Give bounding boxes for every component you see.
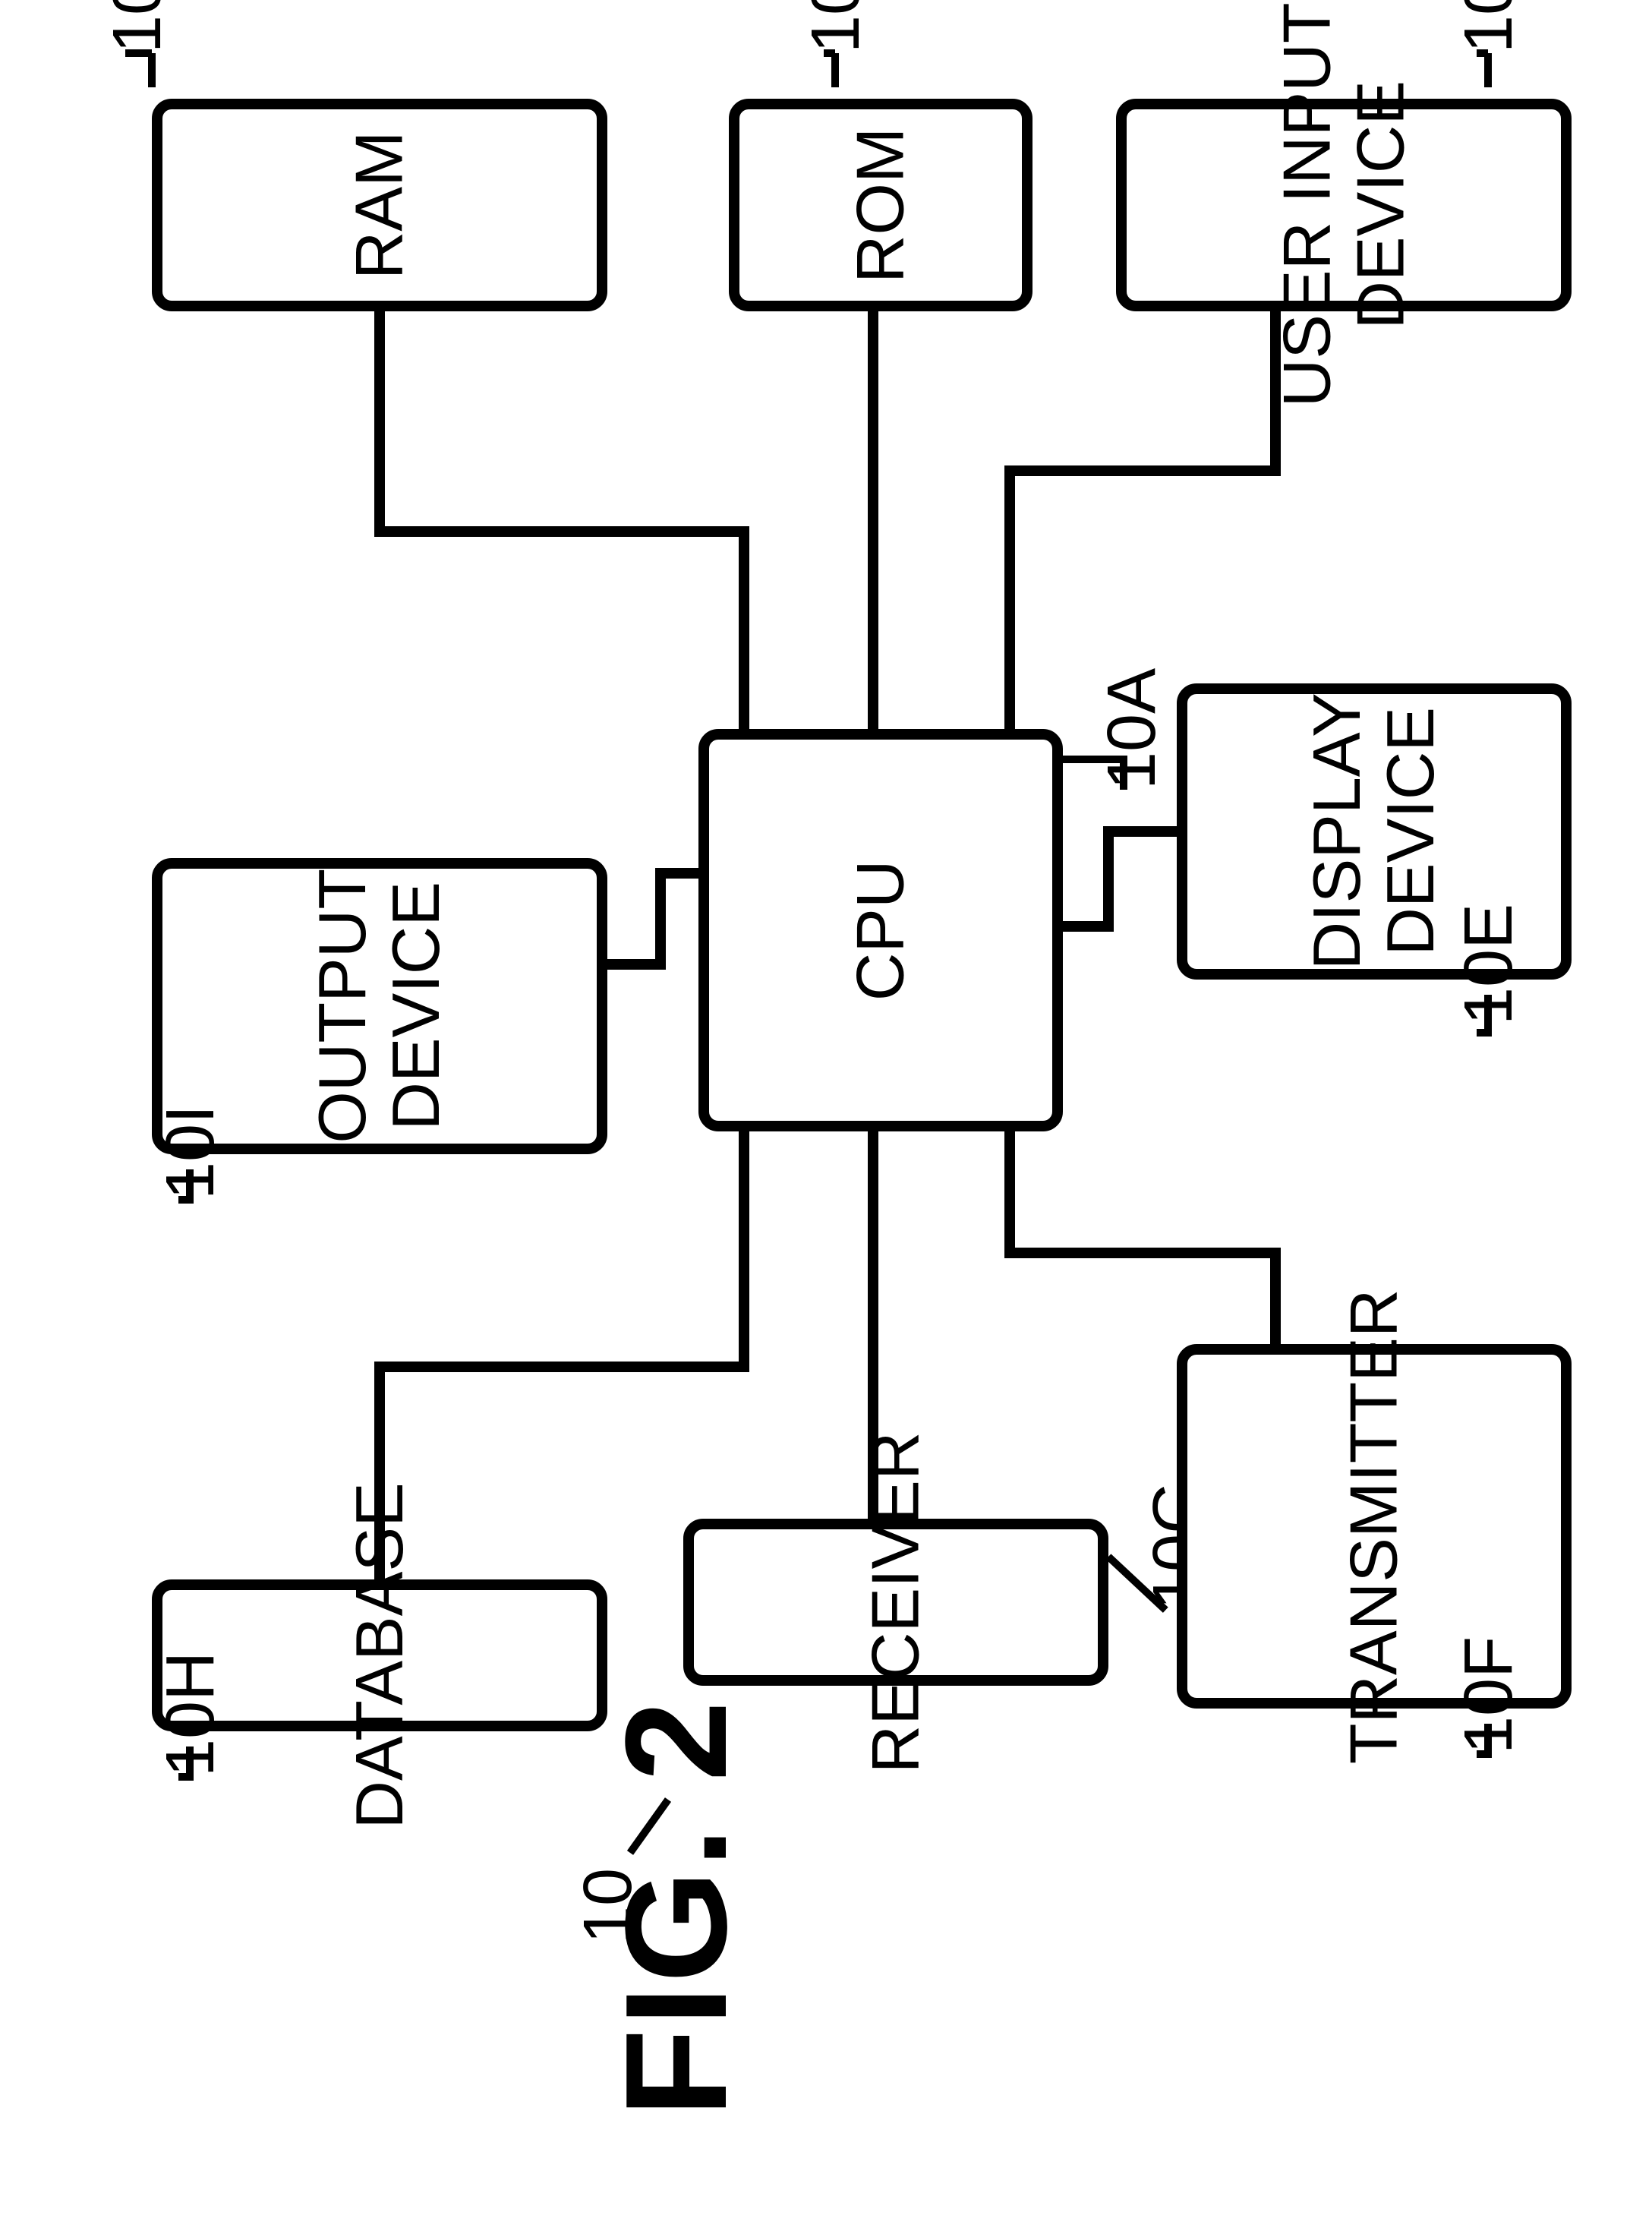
connector-segment [1108, 826, 1182, 837]
node-label: RAM [343, 131, 417, 279]
ref-rom: 10C [797, 0, 875, 53]
figure-label: FIG. 2 [594, 1698, 759, 2117]
node-label: DATABASE [343, 1482, 417, 1829]
node-label: ROM [844, 127, 918, 282]
connector-segment [655, 868, 698, 879]
connector-segment [1004, 1248, 1281, 1258]
node-label: RECEIVER [859, 1431, 933, 1773]
connector-segment [374, 1362, 749, 1372]
ref-database: 10H [152, 1652, 230, 1777]
connector-segment [1270, 1253, 1281, 1349]
connector-segment [1058, 921, 1108, 932]
ref-output: 10I [152, 1105, 230, 1200]
leader-segment [1484, 53, 1492, 87]
node-label: DISPLAY DEVICE [1300, 693, 1448, 970]
ref-user_input: 10D [1450, 0, 1528, 53]
connector-segment [1004, 1126, 1015, 1253]
connector-segment [739, 1126, 749, 1367]
leader-segment [148, 53, 156, 87]
node-label: CPU [844, 860, 918, 1001]
node-label: USER INPUT DEVICE [1270, 3, 1417, 408]
leader-segment [831, 53, 839, 87]
connector-segment [374, 526, 749, 537]
node-ram: RAM [152, 99, 607, 311]
connector-segment [1004, 465, 1281, 476]
ref-transmitter: 10F [1450, 1636, 1528, 1754]
connector-segment [374, 311, 385, 537]
node-user_input: USER INPUT DEVICE [1116, 99, 1572, 311]
connector-segment [868, 311, 878, 729]
connector-segment [739, 526, 749, 729]
node-cpu: CPU [698, 729, 1063, 1131]
diagram-canvas: RAM 10B ROM 10C USER INPUT DEVICE 10D OUTPUT D… [0, 0, 1652, 2234]
connector-segment [1103, 826, 1114, 932]
node-label: TRANSMITTER [1338, 1289, 1411, 1764]
node-label: OUTPUT DEVICE [306, 869, 453, 1144]
leader-segment [1477, 1029, 1488, 1037]
ref-cpu: 10A [1093, 668, 1171, 790]
ref-ram: 10B [99, 0, 177, 53]
connector-segment [1004, 465, 1015, 729]
node-receiver: RECEIVER [683, 1519, 1108, 1686]
node-rom: ROM [729, 99, 1032, 311]
ref-display: 10E [1450, 904, 1528, 1025]
connector-segment [655, 868, 666, 970]
